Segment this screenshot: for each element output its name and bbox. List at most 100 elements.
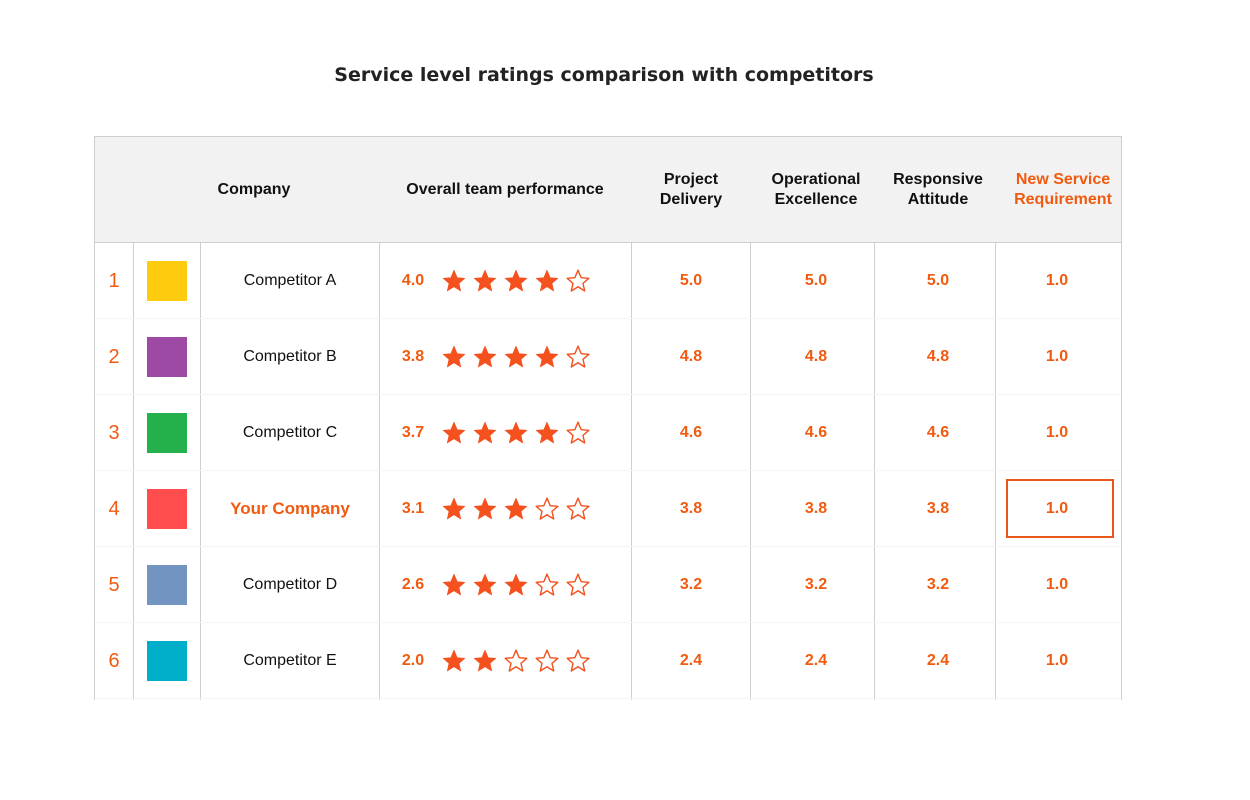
overall-score: 3.7 — [401, 424, 425, 441]
column-divider — [379, 243, 380, 700]
table-row: 1 Competitor A 4.0 5.0 5.0 5.0 1.0 — [95, 243, 1121, 319]
star-empty-icon — [562, 266, 593, 296]
star-filled-icon — [438, 418, 469, 448]
header-operational-excellence: Operational Excellence — [771, 170, 861, 208]
header-new-service: New Service Requirement — [1014, 170, 1112, 208]
star-empty-icon — [531, 646, 562, 676]
star-empty-icon — [562, 494, 593, 524]
star-empty-icon — [531, 494, 562, 524]
row-number: 6 — [108, 649, 120, 672]
responsive-attitude-value: 4.6 — [926, 424, 950, 441]
overall-score: 3.8 — [401, 348, 425, 365]
company-color-swatch — [147, 413, 187, 453]
star-filled-icon — [438, 570, 469, 600]
operational-excellence-value: 4.8 — [804, 348, 828, 365]
project-delivery-value: 4.6 — [679, 424, 703, 441]
new-service-value: 1.0 — [1045, 424, 1069, 441]
ratings-table: Company Overall team performance Project… — [94, 136, 1122, 700]
project-delivery-value: 2.4 — [679, 652, 703, 669]
responsive-attitude-value: 2.4 — [926, 652, 950, 669]
header-company: Company — [217, 180, 291, 198]
header-project-delivery: Project Delivery — [659, 170, 723, 208]
star-filled-icon — [500, 494, 531, 524]
responsive-attitude-value: 3.8 — [926, 500, 950, 517]
column-divider — [200, 243, 201, 700]
header-responsive-attitude: Responsive Attitude — [893, 170, 983, 208]
row-number: 1 — [108, 269, 120, 292]
company-name: Competitor D — [242, 576, 338, 593]
star-filled-icon — [469, 494, 500, 524]
star-filled-icon — [500, 418, 531, 448]
table-header: Company Overall team performance Project… — [95, 136, 1121, 243]
star-filled-icon — [500, 266, 531, 296]
star-rating — [438, 646, 593, 676]
star-empty-icon — [562, 646, 593, 676]
star-filled-icon — [469, 342, 500, 372]
star-rating — [438, 342, 593, 372]
operational-excellence-value: 2.4 — [804, 652, 828, 669]
project-delivery-value: 4.8 — [679, 348, 703, 365]
star-rating — [438, 418, 593, 448]
star-filled-icon — [531, 418, 562, 448]
star-rating — [438, 570, 593, 600]
project-delivery-value: 3.8 — [679, 500, 703, 517]
star-filled-icon — [500, 342, 531, 372]
table-row: 2 Competitor B 3.8 4.8 4.8 4.8 1.0 — [95, 319, 1121, 395]
company-color-swatch — [147, 489, 187, 529]
responsive-attitude-value: 4.8 — [926, 348, 950, 365]
company-name: Competitor E — [243, 652, 337, 669]
star-filled-icon — [531, 266, 562, 296]
company-color-swatch — [147, 565, 187, 605]
column-divider — [995, 243, 996, 700]
header-overall: Overall team performance — [406, 180, 604, 198]
row-number: 4 — [108, 497, 120, 520]
responsive-attitude-value: 3.2 — [926, 576, 950, 593]
company-color-swatch — [147, 337, 187, 377]
new-service-value: 1.0 — [1045, 348, 1069, 365]
row-number: 2 — [108, 345, 120, 368]
chart-title: Service level ratings comparison with co… — [334, 64, 874, 86]
highlight-box — [1006, 479, 1114, 538]
company-name: Competitor A — [243, 272, 337, 289]
star-rating — [438, 266, 593, 296]
project-delivery-value: 3.2 — [679, 576, 703, 593]
star-filled-icon — [531, 342, 562, 372]
table-row: 6 Competitor E 2.0 2.4 2.4 2.4 1.0 — [95, 623, 1121, 699]
column-divider — [631, 243, 632, 700]
overall-score: 3.1 — [401, 500, 425, 517]
star-empty-icon — [562, 342, 593, 372]
star-empty-icon — [500, 646, 531, 676]
star-filled-icon — [469, 646, 500, 676]
project-delivery-value: 5.0 — [679, 272, 703, 289]
column-divider — [750, 243, 751, 700]
star-filled-icon — [438, 266, 469, 296]
star-filled-icon — [500, 570, 531, 600]
company-color-swatch — [147, 261, 187, 301]
overall-score: 2.6 — [401, 576, 425, 593]
star-filled-icon — [469, 266, 500, 296]
star-empty-icon — [562, 418, 593, 448]
star-filled-icon — [469, 570, 500, 600]
operational-excellence-value: 3.8 — [804, 500, 828, 517]
table-row: 5 Competitor D 2.6 3.2 3.2 3.2 1.0 — [95, 547, 1121, 623]
overall-score: 4.0 — [401, 272, 425, 289]
company-name: Your Company — [230, 499, 350, 518]
new-service-value: 1.0 — [1045, 652, 1069, 669]
star-filled-icon — [438, 646, 469, 676]
star-filled-icon — [469, 418, 500, 448]
operational-excellence-value: 5.0 — [804, 272, 828, 289]
star-filled-icon — [438, 342, 469, 372]
star-rating — [438, 494, 593, 524]
operational-excellence-value: 3.2 — [804, 576, 828, 593]
company-name: Competitor C — [242, 424, 338, 441]
new-service-value: 1.0 — [1045, 500, 1069, 517]
star-empty-icon — [562, 570, 593, 600]
new-service-value: 1.0 — [1045, 576, 1069, 593]
overall-score: 2.0 — [401, 652, 425, 669]
table-row: 3 Competitor C 3.7 4.6 4.6 4.6 1.0 — [95, 395, 1121, 471]
responsive-attitude-value: 5.0 — [926, 272, 950, 289]
company-name: Competitor B — [243, 348, 337, 365]
table-row: 4 Your Company 3.1 3.8 3.8 3.8 1.0 — [95, 471, 1121, 547]
column-divider — [133, 243, 134, 700]
new-service-value: 1.0 — [1045, 272, 1069, 289]
